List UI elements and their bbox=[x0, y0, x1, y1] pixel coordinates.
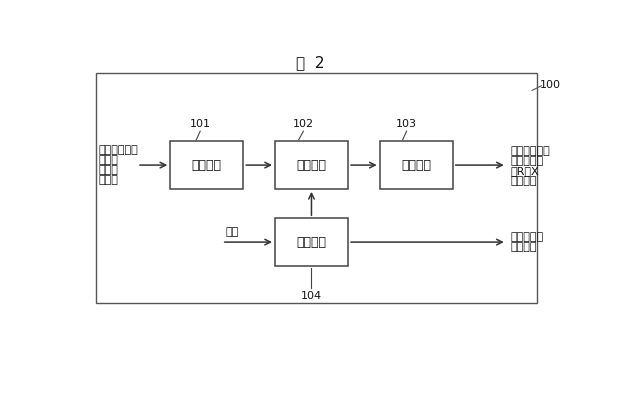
Text: 判定結果: 判定結果 bbox=[511, 242, 537, 253]
Text: 負荷点までの: 負荷点までの bbox=[511, 146, 550, 156]
FancyBboxPatch shape bbox=[96, 73, 537, 303]
Text: ・相差角: ・相差角 bbox=[511, 176, 537, 186]
Bar bbox=[275, 218, 348, 266]
Text: 計算手段: 計算手段 bbox=[297, 159, 327, 172]
Bar bbox=[170, 141, 243, 189]
Text: 101: 101 bbox=[190, 119, 211, 129]
Text: ・電流: ・電流 bbox=[98, 165, 118, 175]
Text: 計算可否の: 計算可否の bbox=[511, 232, 544, 242]
Text: ・力率: ・力率 bbox=[98, 175, 118, 185]
Bar bbox=[275, 141, 348, 189]
Text: 104: 104 bbox=[300, 291, 322, 301]
Text: ・R、X: ・R、X bbox=[511, 166, 539, 176]
Bar bbox=[379, 141, 453, 189]
Text: 入力手段: 入力手段 bbox=[192, 159, 221, 172]
Text: 100: 100 bbox=[540, 80, 561, 90]
Text: 判定手段: 判定手段 bbox=[297, 236, 327, 249]
Text: ・電圧降下: ・電圧降下 bbox=[511, 156, 544, 166]
Text: 出力手段: 出力手段 bbox=[401, 159, 431, 172]
Text: 図  2: 図 2 bbox=[296, 55, 325, 70]
Text: 102: 102 bbox=[293, 119, 314, 129]
Text: 103: 103 bbox=[396, 119, 417, 129]
Text: 送り出し側の: 送り出し側の bbox=[98, 145, 138, 155]
Text: 潮流: 潮流 bbox=[226, 227, 239, 237]
Text: ・電圧: ・電圧 bbox=[98, 155, 118, 165]
